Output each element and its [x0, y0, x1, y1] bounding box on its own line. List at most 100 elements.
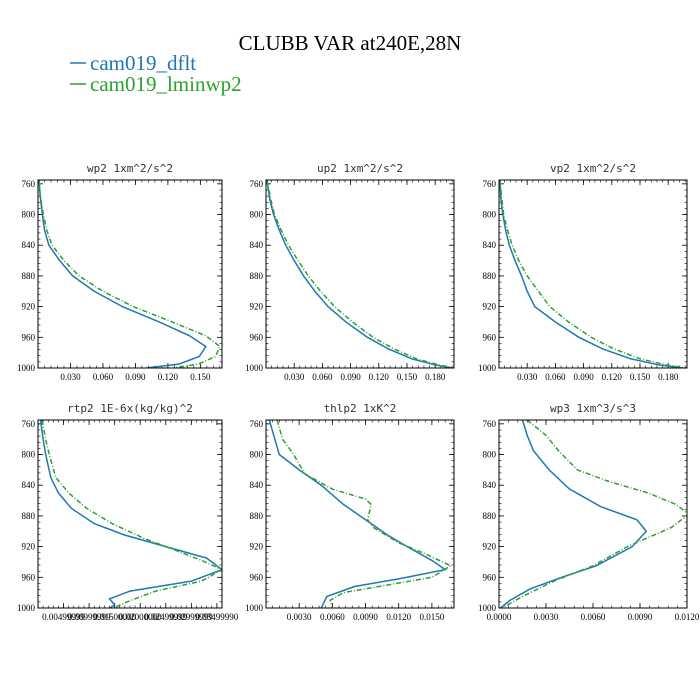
x-tick-label: 0.180 — [425, 372, 446, 382]
y-tick-label: 960 — [250, 332, 264, 342]
x-tick-label: 0.120 — [369, 372, 390, 382]
series-line-dflt — [38, 180, 207, 368]
legend: cam019_dflt cam019_lminwp2 — [70, 51, 242, 96]
y-tick-label: 800 — [22, 210, 36, 220]
y-tick-label: 800 — [22, 450, 36, 460]
x-tick-label: 0.060 — [545, 372, 566, 382]
series-line-dflt — [39, 420, 222, 608]
y-tick-label: 880 — [483, 271, 497, 281]
panel-5: thlp2 1xK^2 760 800 840 880 920 960 1000 0.0030 0… — [245, 402, 455, 622]
y-tick-label: 960 — [483, 572, 497, 582]
x-tick-label: 0.01500000 — [93, 612, 136, 622]
plot-frame — [37, 179, 223, 369]
y-tick-label: 1000 — [245, 363, 264, 373]
y-tick-label: 1000 — [245, 603, 264, 613]
x-tick-label: 0.120 — [158, 372, 179, 382]
x-tick-label: 0.03499990 — [196, 612, 239, 622]
y-tick-label: 920 — [483, 302, 497, 312]
panel-title: rtp2 1E-6x(kg/kg)^2 — [67, 402, 193, 415]
series-line-dflt — [500, 420, 648, 608]
x-tick-label: 0.090 — [125, 372, 146, 382]
x-tick-label: 0.0030 — [287, 612, 312, 622]
x-tick-label: 0.060 — [312, 372, 333, 382]
series-line-dflt — [268, 420, 448, 608]
x-tick-label: 0.00999999 — [68, 612, 111, 622]
series-line-lminwp2 — [499, 180, 687, 368]
panel-title: wp3 1xm^3/s^3 — [550, 402, 636, 415]
series-line-lminwp2 — [266, 180, 454, 368]
y-tick-label: 1000 — [478, 603, 497, 613]
plot-frame — [37, 419, 223, 609]
plot-frame — [498, 419, 688, 609]
y-tick-label: 840 — [483, 240, 497, 250]
y-tick-label: 880 — [22, 511, 36, 521]
x-tick-label: 0.030 — [60, 372, 81, 382]
y-tick-label: 840 — [22, 240, 36, 250]
y-tick-label: 760 — [22, 179, 36, 189]
y-tick-label: 840 — [22, 480, 36, 490]
y-tick-label: 880 — [250, 511, 264, 521]
panel-1: wp2 1xm^2/s^2 760 800 840 880 920 960 1000 0.030… — [17, 162, 223, 382]
x-tick-label: 0.0150 — [420, 612, 445, 622]
x-tick-label: 0.0060 — [320, 612, 345, 622]
y-tick-label: 760 — [22, 419, 36, 429]
y-tick-label: 840 — [483, 480, 497, 490]
plot-frame — [265, 419, 455, 609]
x-tick-label: 0.060 — [93, 372, 114, 382]
y-tick-label: 920 — [250, 542, 264, 552]
panel-2: up2 1xm^2/s^2 760 800 840 880 920 960 1000 0.030… — [245, 162, 455, 382]
y-tick-label: 880 — [250, 271, 264, 281]
panel-3: vp2 1xm^2/s^2 760 800 840 880 920 960 1000 0.030… — [478, 162, 688, 382]
series-line-lminwp2 — [276, 420, 453, 608]
y-tick-label: 880 — [483, 511, 497, 521]
y-tick-label: 960 — [22, 332, 36, 342]
plot-frame — [498, 179, 688, 369]
panel-title: vp2 1xm^2/s^2 — [550, 162, 636, 175]
y-tick-label: 1000 — [17, 603, 36, 613]
x-tick-label: 0.0000 — [487, 612, 512, 622]
panel-4: rtp2 1E-6x(kg/kg)^2 760 800 840 880 920 960 100… — [17, 402, 239, 622]
x-tick-label: 0.030 — [284, 372, 305, 382]
y-tick-label: 840 — [250, 480, 264, 490]
panel-title: thlp2 1xK^2 — [324, 402, 397, 415]
plot-frame — [265, 179, 455, 369]
x-tick-label: 0.180 — [658, 372, 679, 382]
x-tick-label: 0.150 — [190, 372, 211, 382]
y-tick-label: 800 — [483, 450, 497, 460]
y-tick-label: 920 — [22, 302, 36, 312]
y-tick-label: 1000 — [17, 363, 36, 373]
y-tick-label: 880 — [22, 271, 36, 281]
series-line-dflt — [266, 180, 453, 368]
y-tick-label: 760 — [483, 179, 497, 189]
x-tick-label: 0.02999999 — [170, 612, 213, 622]
x-tick-label: 0.00499999 — [42, 612, 85, 622]
y-tick-label: 760 — [250, 179, 264, 189]
y-tick-label: 920 — [22, 542, 36, 552]
y-tick-label: 960 — [22, 572, 36, 582]
y-tick-label: 840 — [250, 240, 264, 250]
x-tick-label: 0.0120 — [386, 612, 411, 622]
y-tick-label: 960 — [250, 572, 264, 582]
figure-title: CLUBB VAR at240E,28N — [239, 31, 462, 55]
x-tick-label: 0.030 — [517, 372, 538, 382]
x-tick-label: 0.150 — [397, 372, 418, 382]
panel-grid: wp2 1xm^2/s^2 760 800 840 880 920 960 1000 0.030… — [17, 162, 700, 622]
series-line-lminwp2 — [501, 420, 687, 608]
y-tick-label: 1000 — [478, 363, 497, 373]
x-tick-label: 0.0120 — [675, 612, 700, 622]
x-tick-label: 0.120 — [602, 372, 623, 382]
y-tick-label: 800 — [250, 210, 264, 220]
x-tick-label: 0.0090 — [628, 612, 653, 622]
series-line-lminwp2 — [38, 180, 221, 368]
x-tick-label: 0.090 — [340, 372, 361, 382]
y-tick-label: 800 — [250, 450, 264, 460]
x-tick-label: 0.150 — [630, 372, 651, 382]
x-tick-label: 0.02000000 — [119, 612, 162, 622]
panel-6: wp3 1xm^3/s^3 760 800 840 880 920 960 10000.000… — [478, 402, 700, 622]
series-line-lminwp2 — [41, 420, 222, 608]
y-tick-label: 960 — [483, 332, 497, 342]
y-tick-label: 760 — [250, 419, 264, 429]
x-tick-label: 0.090 — [573, 372, 594, 382]
y-tick-label: 920 — [250, 302, 264, 312]
